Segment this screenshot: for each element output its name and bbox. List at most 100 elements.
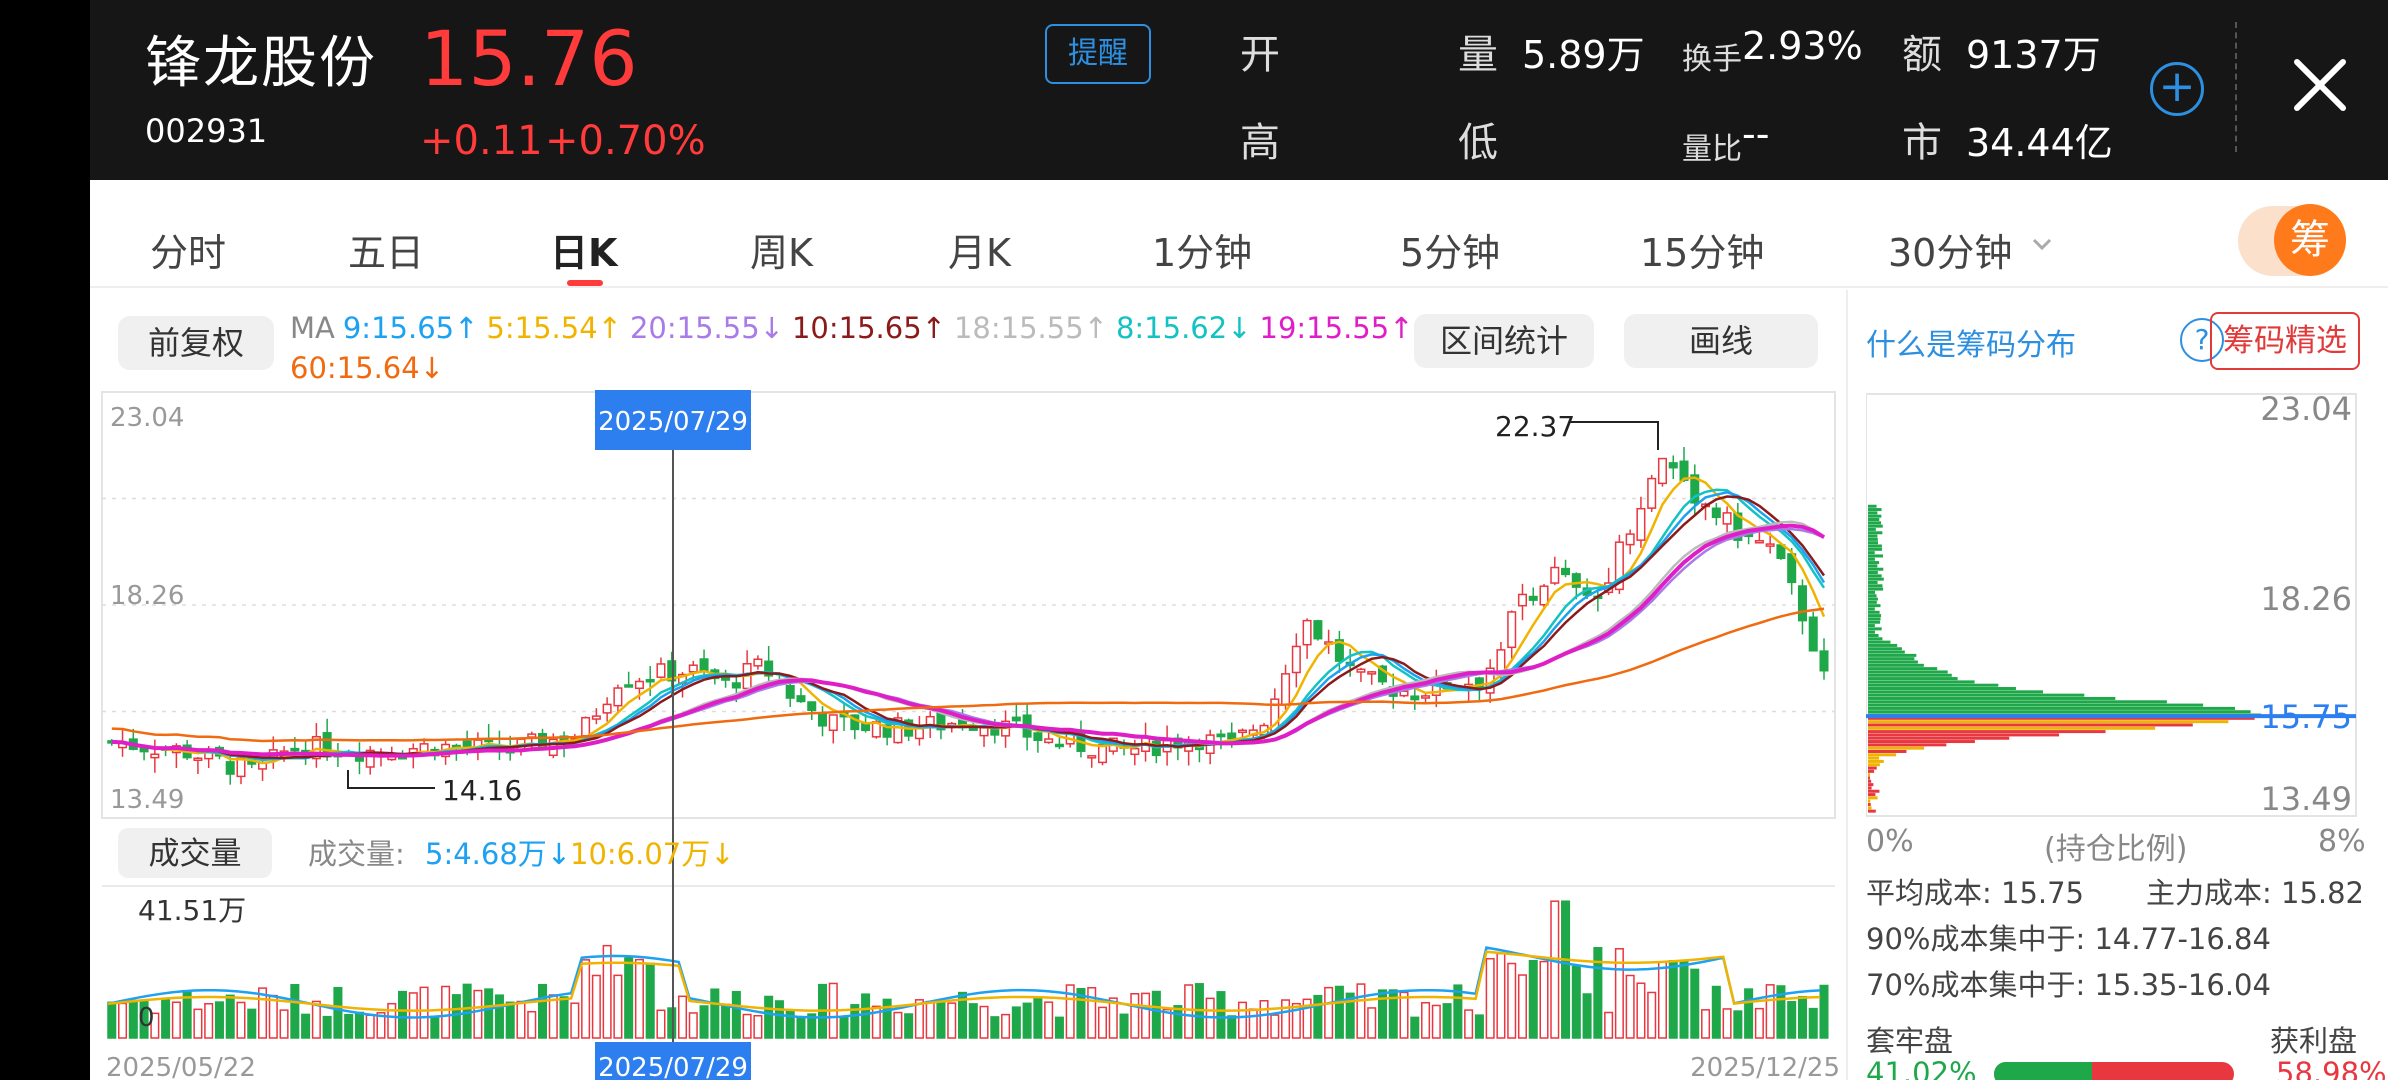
crosshair-date-label: 2025/07/29	[598, 407, 748, 437]
candle-body	[1496, 649, 1506, 674]
panel-separator	[1846, 290, 1848, 1080]
volume-bar	[656, 1009, 666, 1039]
chip-axis-left: 0%	[1866, 824, 1914, 859]
volume-bar	[613, 974, 623, 1039]
chip-bar	[1868, 783, 1874, 787]
chip-bar	[1868, 534, 1878, 538]
chip-bar	[1868, 809, 1876, 813]
chip-bar	[1868, 627, 1882, 631]
candle-body	[1539, 585, 1549, 606]
tab-15min[interactable]: 15分钟	[1640, 231, 1765, 275]
cost-concentration-70: 70%成本集中于: 15.35-16.04	[1866, 968, 2271, 1002]
volume-bar	[1108, 997, 1118, 1039]
volume-bar	[1593, 947, 1603, 1039]
help-icon[interactable]: ?	[2180, 318, 2224, 362]
volume-bar	[1679, 960, 1689, 1039]
chip-bar	[1868, 637, 1883, 641]
candle-body	[699, 658, 709, 672]
candle-body	[1657, 457, 1667, 485]
chip-bar	[1868, 604, 1881, 608]
volume-bar	[925, 1000, 935, 1039]
chip-bar	[1868, 594, 1877, 598]
end-date-label: 2025/12/25	[1690, 1053, 1840, 1080]
candle-body	[645, 679, 655, 683]
chip-bar	[1868, 541, 1879, 545]
candle-body	[1733, 512, 1743, 541]
chip-bar	[1868, 527, 1876, 531]
low-label: 低	[1458, 120, 1498, 166]
active-tab-indicator	[567, 280, 603, 286]
chip-bar	[1868, 799, 1871, 803]
volume-bar	[1044, 1001, 1054, 1039]
volume-bar	[1173, 1005, 1183, 1039]
candle-body	[1421, 695, 1431, 699]
volume-title-box	[118, 828, 272, 878]
chip-bar	[1868, 504, 1877, 508]
chart-grid	[101, 391, 1836, 887]
candle-body	[1334, 639, 1344, 662]
chip-bar	[1868, 657, 1915, 661]
candle-body	[1367, 671, 1377, 675]
draw-line-button[interactable]: 画线	[1624, 314, 1818, 368]
amount-label: 额	[1902, 32, 1942, 78]
remind-button[interactable]: 提醒	[1045, 24, 1151, 84]
volume-bar	[419, 986, 429, 1039]
volume-bar	[171, 1001, 181, 1039]
volume-bar	[699, 1005, 709, 1039]
chip-axis-mid: (持仓比例)	[2044, 832, 2188, 867]
chip-help-link[interactable]: 什么是筹码分布	[1866, 328, 2076, 363]
kline-chart-area[interactable]: 23.04 18.26 13.49 2025/07/29 2025/07/29 22.37…	[90, 290, 1846, 1080]
chip-bar	[1868, 524, 1883, 528]
tab-intraday[interactable]: 分时	[150, 231, 227, 275]
ma-5: 5:15.54↑	[486, 311, 622, 345]
volume-bar	[1517, 974, 1527, 1039]
candle-body	[807, 701, 817, 712]
tab-monthly-k[interactable]: 月K	[948, 231, 1011, 275]
chip-bar	[1868, 557, 1875, 561]
volume-bar	[527, 1010, 537, 1039]
candle-body	[1130, 747, 1140, 756]
candle-body	[1808, 616, 1818, 652]
volume-bar	[344, 1013, 354, 1039]
tab-1min[interactable]: 1分钟	[1152, 231, 1253, 275]
chip-bar	[1868, 776, 1870, 780]
chip-bar	[1868, 660, 1918, 664]
volume-bar	[1334, 985, 1344, 1039]
volume-bar	[624, 957, 634, 1039]
close-icon[interactable]	[2285, 50, 2355, 120]
candle-body	[1011, 716, 1021, 722]
ma-9: 9:15.65↑	[342, 311, 479, 345]
volume-bar	[128, 999, 138, 1039]
tab-30min[interactable]: 30分钟	[1888, 231, 2013, 275]
tab-5min[interactable]: 5分钟	[1400, 231, 1501, 275]
add-watchlist-icon[interactable]: +	[2150, 62, 2204, 116]
candle-body	[1561, 567, 1571, 576]
volume-bar	[634, 958, 644, 1039]
volume-bar	[602, 944, 612, 1039]
volume-bar	[225, 994, 235, 1039]
volume-bar	[1216, 991, 1226, 1039]
volume-bar	[354, 1011, 364, 1039]
volume-bar	[1087, 987, 1097, 1039]
adjust-button[interactable]: 前复权	[118, 316, 274, 370]
range-stats-button[interactable]: 区间统计	[1414, 314, 1594, 368]
chip-select-button[interactable]: 筹码精选	[2210, 312, 2360, 370]
chip-bar	[1868, 607, 1875, 611]
volume-bar	[247, 1008, 257, 1039]
candle-body	[613, 687, 623, 707]
chip-bar	[1868, 789, 1880, 793]
volume-bar	[957, 991, 968, 1039]
tab-daily-k[interactable]: 日K	[550, 231, 618, 275]
chip-bar	[1868, 723, 2193, 727]
chip-bar	[1868, 544, 1882, 548]
chip-toggle-knob[interactable]: 筹	[2274, 204, 2346, 276]
volume-bar	[258, 987, 268, 1039]
chip-bar	[1868, 663, 1924, 667]
mcap-value: 34.44亿	[1966, 121, 2113, 165]
candle-body	[1528, 595, 1538, 601]
tab-weekly-k[interactable]: 周K	[750, 231, 813, 275]
tab-five-day[interactable]: 五日	[348, 231, 425, 275]
candle-body	[817, 712, 828, 727]
chevron-down-icon[interactable]	[2030, 234, 2054, 254]
volume-bar	[1496, 952, 1506, 1039]
